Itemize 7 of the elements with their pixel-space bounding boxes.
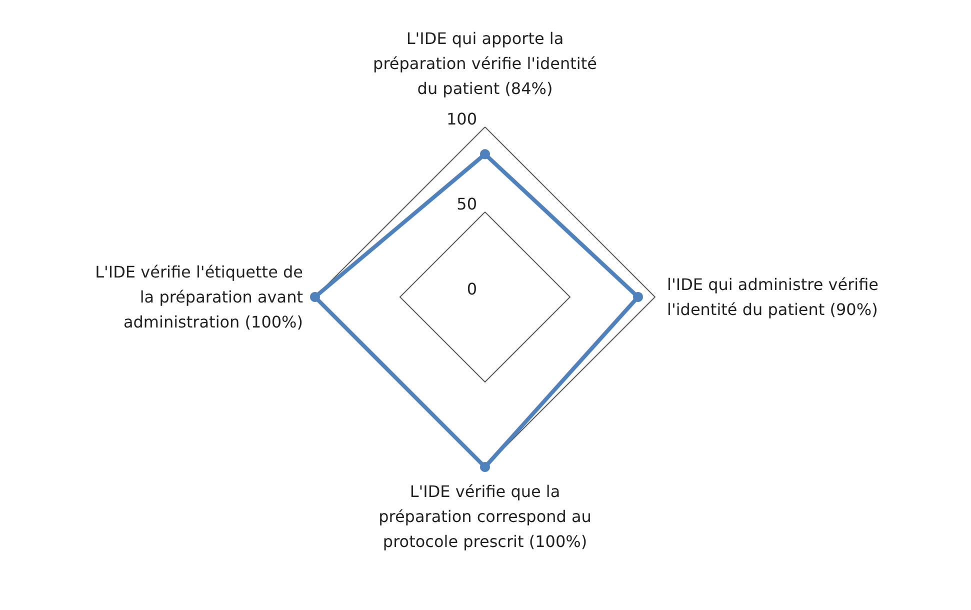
spoke-label: L'IDE vérifie l'étiquette de la préparation avant administration (100%) — [95, 262, 303, 332]
y-tick-label: 100 — [446, 110, 477, 128]
spoke-label: l'IDE qui administre vérifie l'identité du patient (90%) — [667, 275, 879, 319]
y-tick-label: 0 — [466, 280, 477, 298]
spoke-label: L'IDE qui apporte la préparation vérifie l'identité du patient (84%) — [373, 29, 597, 98]
y-tick-label: 50 — [456, 194, 477, 214]
spoke-label: L'IDE vérifie que la préparation correspond au protocole prescrit (100%) — [378, 482, 592, 551]
